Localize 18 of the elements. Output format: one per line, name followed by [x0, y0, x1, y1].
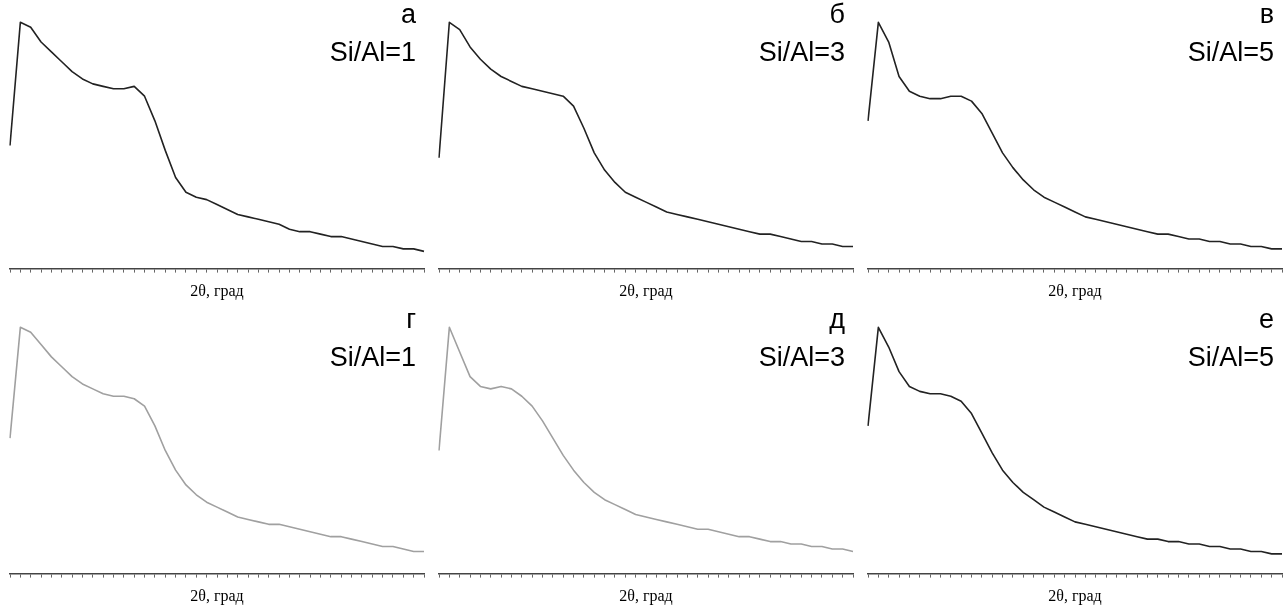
annotation: Si/Al=1 [329, 341, 416, 372]
annotation: Si/Al=3 [758, 341, 845, 372]
x-axis-title: 2θ, град [619, 281, 673, 300]
annotation: а [400, 0, 417, 29]
x-axis-title: 2θ, град [1048, 586, 1102, 605]
annotation: в [1259, 0, 1274, 29]
annotation: б [829, 0, 845, 29]
x-axis-title: 2θ, град [619, 586, 673, 605]
annotation: Si/Al=3 [758, 36, 845, 67]
annotation: Si/Al=5 [1187, 36, 1274, 67]
annotation: е [1258, 303, 1274, 334]
x-axis-title: 2θ, град [190, 586, 244, 605]
annotation: Si/Al=5 [1187, 341, 1274, 372]
annotation: Si/Al=1 [329, 36, 416, 67]
annotation: д [829, 303, 846, 334]
x-axis-title: 2θ, град [1048, 281, 1102, 300]
annotation: г [406, 303, 417, 334]
x-axis-title: 2θ, град [190, 281, 244, 300]
